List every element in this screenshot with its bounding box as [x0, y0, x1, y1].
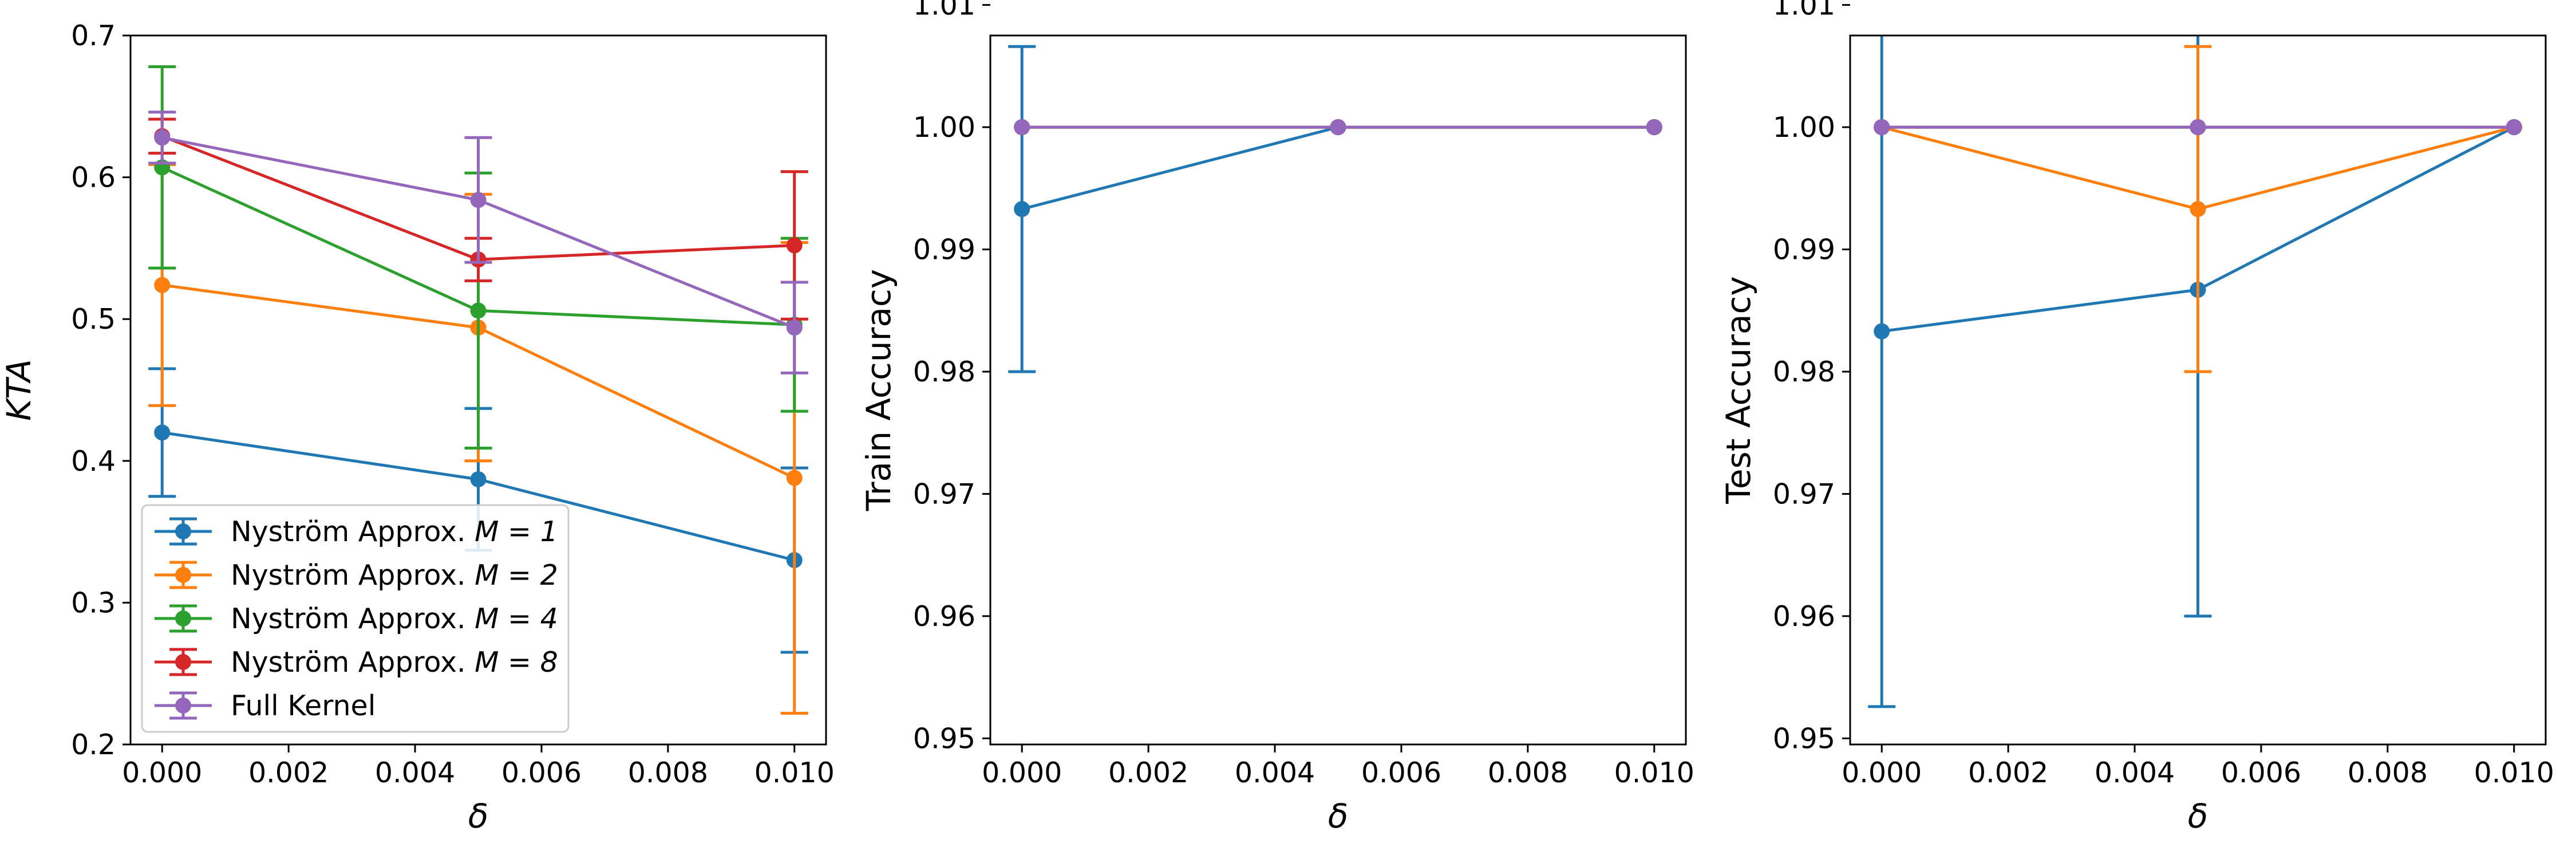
y-tick-label: 1.00: [913, 111, 975, 144]
data-point: [470, 192, 487, 208]
x-tick-label: 0.006: [501, 756, 582, 789]
series-5: [1874, 119, 2522, 136]
series-5: [1014, 119, 1662, 136]
data-point: [2506, 119, 2522, 136]
legend-item: Nyström Approx. M = 1: [155, 515, 558, 548]
axes-frame: [989, 34, 1687, 746]
y-tick-label: 0.99: [1773, 234, 1835, 266]
legend-label: Nyström Approx. M = 2: [231, 559, 558, 592]
legend-swatch-marker: [175, 610, 191, 626]
axes-frame: [1849, 34, 2547, 746]
y-tick-label: 0.3: [71, 586, 116, 619]
y-tick-label: 0.98: [1773, 356, 1835, 388]
axes-frame: [129, 34, 827, 746]
y-axis-label: Test Accuracy: [1719, 276, 1758, 504]
x-tick-label: 0.002: [1968, 756, 2048, 789]
data-point: [2190, 119, 2206, 136]
legend-swatch-marker: [175, 523, 191, 539]
y-tick-label: 0.5: [71, 303, 116, 336]
x-tick-label: 0.002: [248, 756, 329, 789]
x-tick-label: 0.000: [982, 756, 1062, 789]
legend-swatch-marker: [175, 654, 191, 670]
x-tick-label: 0.010: [754, 756, 835, 789]
legend-label: Nyström Approx. M = 8: [231, 646, 558, 679]
y-axis-label: Train Accuracy: [859, 269, 898, 511]
x-tick-label: 0.004: [375, 756, 455, 789]
legend-box: [141, 504, 570, 733]
x-tick-label: 0.010: [2474, 756, 2554, 789]
x-tick-label: 0.006: [2221, 756, 2301, 789]
chart-panel-1: 0.000 0.002 0.004 0.006 0.008 0.010 0.2 0.3 0.4 0…: [0, 19, 835, 836]
chart-panel-2: 0.000 0.002 0.004 0.006 0.008 0.010 0.95 0.96 0.…: [859, 0, 1694, 836]
y-tick-label: 1.01: [913, 0, 975, 22]
data-point: [786, 470, 803, 486]
x-axis-label: δ: [2188, 797, 2208, 836]
x-axis-label: δ: [468, 797, 489, 836]
y-tick-label: 0.2: [71, 728, 116, 761]
data-point: [154, 129, 171, 146]
y-tick-label: 1.00: [1773, 111, 1835, 144]
x-tick-label: 0.010: [1614, 756, 1694, 789]
legend-item: Nyström Approx. M = 8: [155, 646, 558, 679]
x-tick-label: 0.006: [1361, 756, 1441, 789]
legend: Nyström Approx. M = 1 Nyström Approx. M =…: [141, 504, 570, 733]
chart-panel-3: 0.000 0.002 0.004 0.006 0.008 0.010 0.95 0.96 0.…: [1719, 0, 2554, 836]
data-point: [154, 277, 171, 293]
legend-item: Nyström Approx. M = 4: [155, 602, 558, 635]
data-point: [1014, 201, 1030, 218]
plot-area: [1008, 45, 1662, 373]
x-tick-label: 0.000: [1842, 756, 1922, 789]
y-tick-label: 0.95: [1773, 722, 1835, 755]
y-tick-label: 0.99: [913, 234, 975, 266]
x-tick-label: 0.008: [2348, 756, 2428, 789]
x-tick-label: 0.008: [628, 756, 708, 789]
data-point: [470, 471, 487, 487]
y-tick-label: 0.96: [913, 600, 975, 633]
x-tick-label: 0.000: [122, 756, 202, 789]
data-point: [1874, 323, 1890, 340]
y-tick-label: 0.7: [71, 19, 116, 52]
legend-label: Full Kernel: [231, 689, 376, 722]
y-axis-label: KTA: [0, 359, 38, 421]
y-tick-label: 1.01: [1773, 0, 1835, 22]
data-point: [154, 424, 171, 441]
y-tick-label: 0.6: [71, 161, 116, 194]
series-5: [148, 111, 808, 375]
legend-item: Full Kernel: [155, 689, 376, 722]
plot-area: [1868, 36, 2522, 708]
y-tick-label: 0.4: [71, 445, 116, 478]
data-point: [786, 320, 803, 336]
y-tick-label: 0.96: [1773, 600, 1835, 633]
legend-label: Nyström Approx. M = 1: [231, 515, 558, 548]
legend-swatch-marker: [175, 567, 191, 583]
data-point: [470, 302, 487, 319]
y-tick-label: 0.97: [913, 478, 975, 510]
x-axis-label: δ: [1328, 797, 1349, 836]
y-tick-label: 0.97: [1773, 478, 1835, 510]
legend-item: Nyström Approx. M = 2: [155, 559, 558, 592]
x-tick-label: 0.008: [1488, 756, 1568, 789]
y-tick-label: 0.95: [913, 722, 975, 755]
data-point: [1014, 119, 1030, 136]
x-tick-label: 0.004: [1235, 756, 1315, 789]
legend-label: Nyström Approx. M = 4: [231, 602, 558, 635]
data-point: [786, 237, 803, 254]
data-point: [2190, 201, 2206, 218]
legend-swatch-marker: [175, 698, 191, 714]
x-tick-label: 0.002: [1108, 756, 1188, 789]
data-point: [1646, 119, 1662, 136]
data-point: [1330, 119, 1346, 136]
data-point: [1874, 119, 1890, 136]
x-tick-label: 0.004: [2095, 756, 2175, 789]
y-tick-label: 0.98: [913, 356, 975, 388]
